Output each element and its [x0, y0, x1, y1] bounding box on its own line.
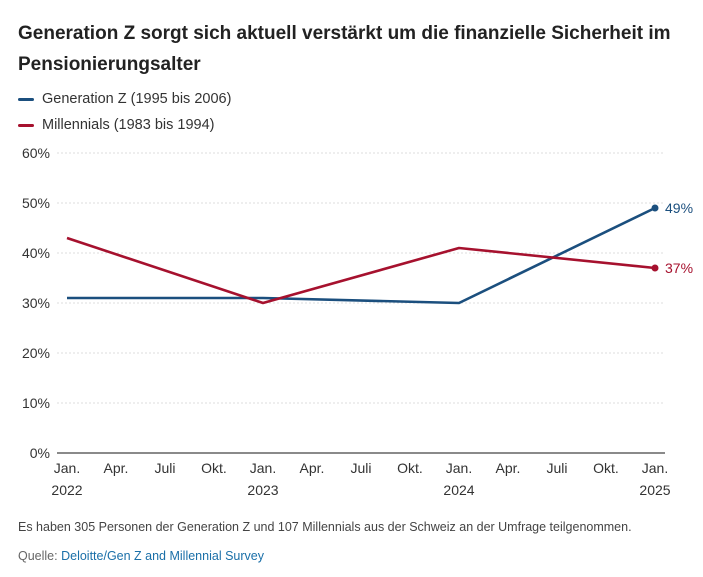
y-tick-label: 60% — [22, 145, 50, 161]
x-tick-label: Juli — [154, 460, 175, 476]
legend-item-millennials: Millennials (1983 bis 1994) — [18, 112, 231, 138]
x-tick-label: Apr. — [104, 460, 129, 476]
series-endpoint-millennials — [651, 264, 659, 272]
chart-title: Generation Z sorgt sich aktuell verstärk… — [18, 23, 671, 75]
legend-item-gen-z: Generation Z (1995 bis 2006) — [18, 86, 231, 112]
x-tick-label: Jan. — [642, 460, 668, 476]
y-tick-label: 30% — [22, 295, 50, 311]
x-tick-label: Okt. — [397, 460, 423, 476]
x-tick-year-label: 2023 — [247, 482, 278, 498]
x-tick-label: Jan. — [54, 460, 80, 476]
x-tick-label: Apr. — [496, 460, 521, 476]
source-prefix: Quelle: — [18, 549, 58, 563]
x-tick-year-label: 2024 — [443, 482, 474, 498]
source-link[interactable]: Deloitte/Gen Z and Millennial Survey — [61, 549, 264, 563]
series-line-millennials — [66, 236, 656, 305]
x-tick-label: Okt. — [593, 460, 619, 476]
survey-note: Es haben 305 Personen der Generation Z u… — [18, 520, 632, 534]
y-tick-label: 50% — [22, 195, 50, 211]
x-tick-year-label: 2022 — [51, 482, 82, 498]
x-tick-label: Juli — [350, 460, 371, 476]
legend-swatch-millennials — [18, 123, 34, 127]
x-tick-label: Apr. — [300, 460, 325, 476]
series-endpoint-gen-z — [651, 204, 659, 212]
x-tick-label: Jan. — [250, 460, 276, 476]
x-tick-year-label: 2025 — [639, 482, 670, 498]
legend: Generation Z (1995 bis 2006) Millennials… — [18, 86, 231, 138]
y-tick-label: 10% — [22, 395, 50, 411]
end-label-millennials: 37% — [665, 260, 693, 276]
y-tick-label: 40% — [22, 245, 50, 261]
end-label-gen-z: 49% — [665, 200, 693, 216]
x-tick-label: Okt. — [201, 460, 227, 476]
y-tick-label: 0% — [30, 445, 50, 461]
legend-label-millennials: Millennials (1983 bis 1994) — [42, 117, 215, 133]
x-tick-label: Jan. — [446, 460, 472, 476]
series-line-gen-z — [67, 206, 656, 305]
source-line: Quelle: Deloitte/Gen Z and Millennial Su… — [18, 549, 264, 563]
x-tick-label: Juli — [546, 460, 567, 476]
line-chart: 0% 10% 20% 30% 40% 50% 60% Jan. 2022 Apr. Juli Okt… — [22, 145, 693, 498]
legend-swatch-gen-z — [18, 97, 34, 101]
y-tick-label: 20% — [22, 345, 50, 361]
legend-label-gen-z: Generation Z (1995 bis 2006) — [42, 91, 232, 107]
